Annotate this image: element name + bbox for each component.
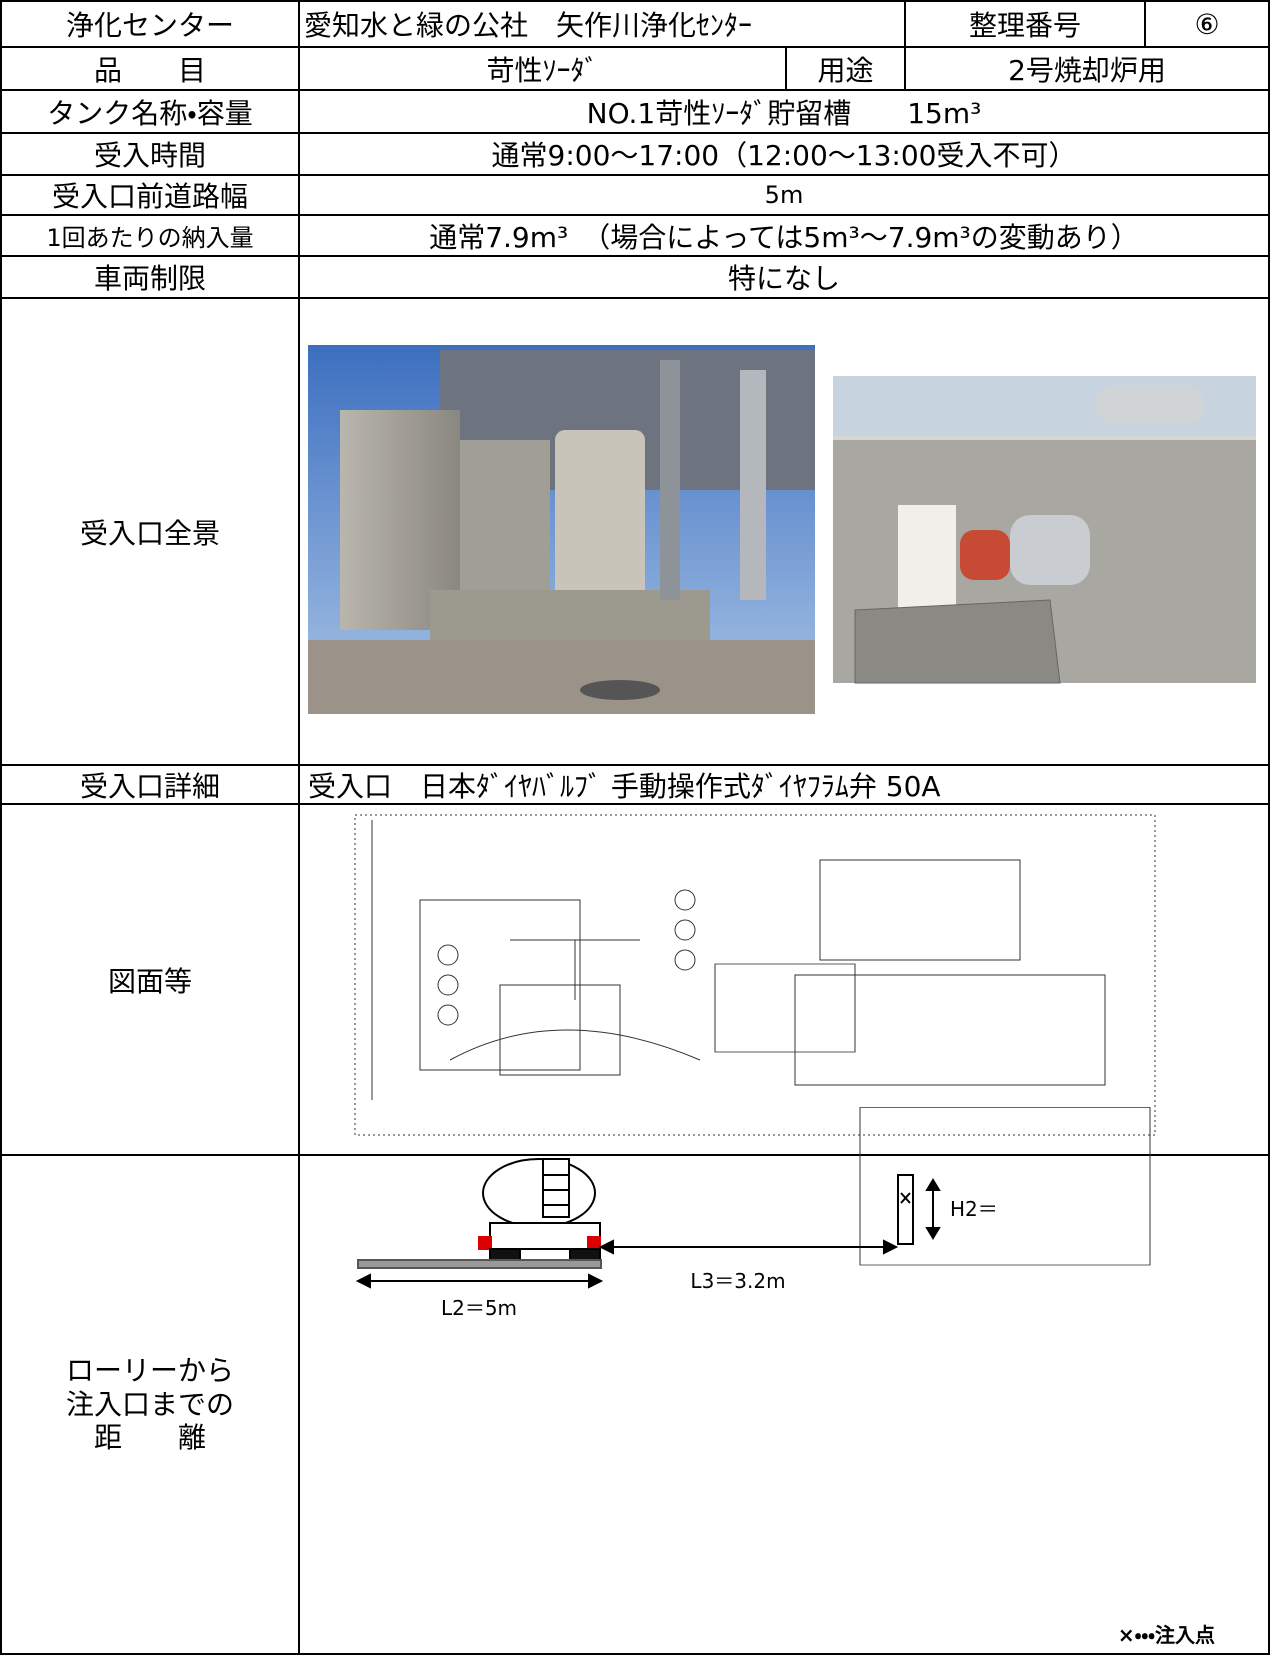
photo-inlet: [833, 376, 1256, 684]
distance-label: L2＝5m: [441, 1296, 517, 1320]
label-cell: 受入時間: [0, 132, 300, 176]
distance-label: L3＝3.2m: [690, 1269, 785, 1293]
lorry-diagram: [355, 1158, 941, 1289]
label-cell: タンク名称・容量: [0, 89, 300, 134]
diagram-cell: [298, 1154, 1270, 1655]
technical-drawing: [354, 814, 1156, 1266]
value-cell: 苛性ｿｰﾀﾞ: [298, 46, 787, 91]
label-line: ローリーから: [65, 1354, 234, 1388]
height-label: H2＝: [950, 1197, 998, 1221]
value-cell: 通常7.9m³ （場合によっては5m³～7.9m³の変動あり）: [298, 214, 1270, 257]
legend-note: ×・・・注入点: [1118, 1623, 1215, 1647]
label-line: 注入口までの: [65, 1387, 234, 1421]
label-cell: ローリーから 注入口までの 距 離: [0, 1154, 300, 1655]
label-line: 距 離: [93, 1421, 206, 1455]
label-cell: 整理番号: [904, 0, 1146, 48]
photo-overview: [308, 345, 815, 714]
